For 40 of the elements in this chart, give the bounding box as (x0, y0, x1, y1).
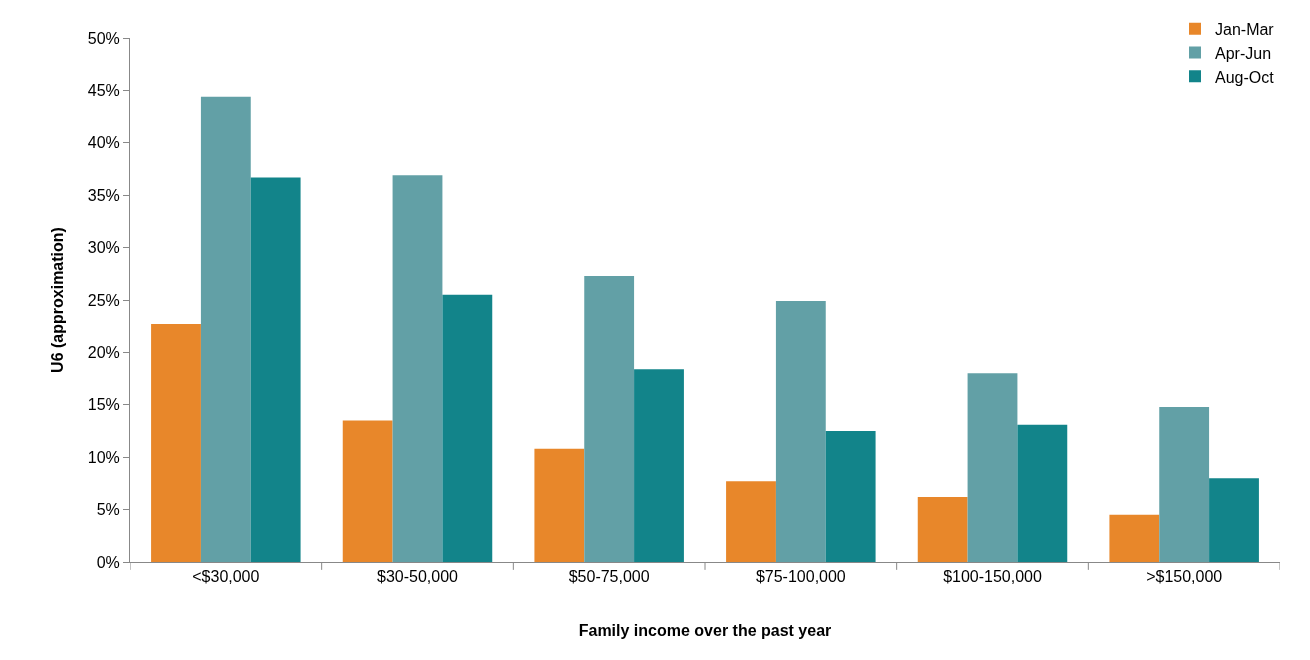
legend-label: Apr-Jun (1215, 44, 1272, 62)
y-tick-label: 25% (87, 291, 120, 309)
y-tick-label: 40% (87, 134, 120, 152)
bar (442, 294, 493, 562)
bar (342, 420, 393, 562)
y-tick-label: 30% (87, 239, 120, 257)
x-tick-label: $30-50,000 (377, 568, 459, 586)
legend-label: Aug-Oct (1215, 68, 1275, 86)
y-axis-title: U6 (approximation) (48, 227, 66, 373)
bar (726, 481, 776, 562)
bar (1017, 424, 1068, 562)
x-axis-title: Family income over the past year (578, 621, 832, 639)
y-tick-label: 10% (87, 448, 120, 466)
bar (200, 96, 251, 562)
bar (250, 177, 301, 562)
bar (917, 497, 968, 562)
bar (584, 275, 635, 562)
bar (151, 324, 201, 562)
y-tick-label: 20% (87, 344, 120, 361)
bar (634, 369, 684, 562)
x-tick-label: $50-75,000 (568, 568, 650, 586)
y-tick-label: 5% (96, 501, 120, 519)
x-tick-label: >$150,000 (1146, 568, 1223, 586)
y-tick-label: 50% (87, 29, 120, 47)
x-tick-label: <$30,000 (192, 568, 260, 586)
bar (1209, 478, 1259, 562)
y-tick-label: 15% (87, 396, 120, 414)
x-tick-label: $100-150,000 (943, 568, 1042, 586)
y-tick-label: 35% (87, 186, 120, 204)
y-tick-label: 45% (87, 82, 120, 99)
x-tick-label: $75-100,000 (755, 568, 846, 586)
legend-label: Jan-Mar (1215, 20, 1275, 38)
bar (392, 175, 443, 562)
bar (825, 431, 876, 562)
bar (1109, 514, 1160, 562)
bar (534, 448, 585, 562)
bar (1159, 406, 1210, 562)
bar (775, 301, 826, 562)
y-tick-label: 0% (96, 553, 120, 571)
bar (967, 373, 1018, 562)
